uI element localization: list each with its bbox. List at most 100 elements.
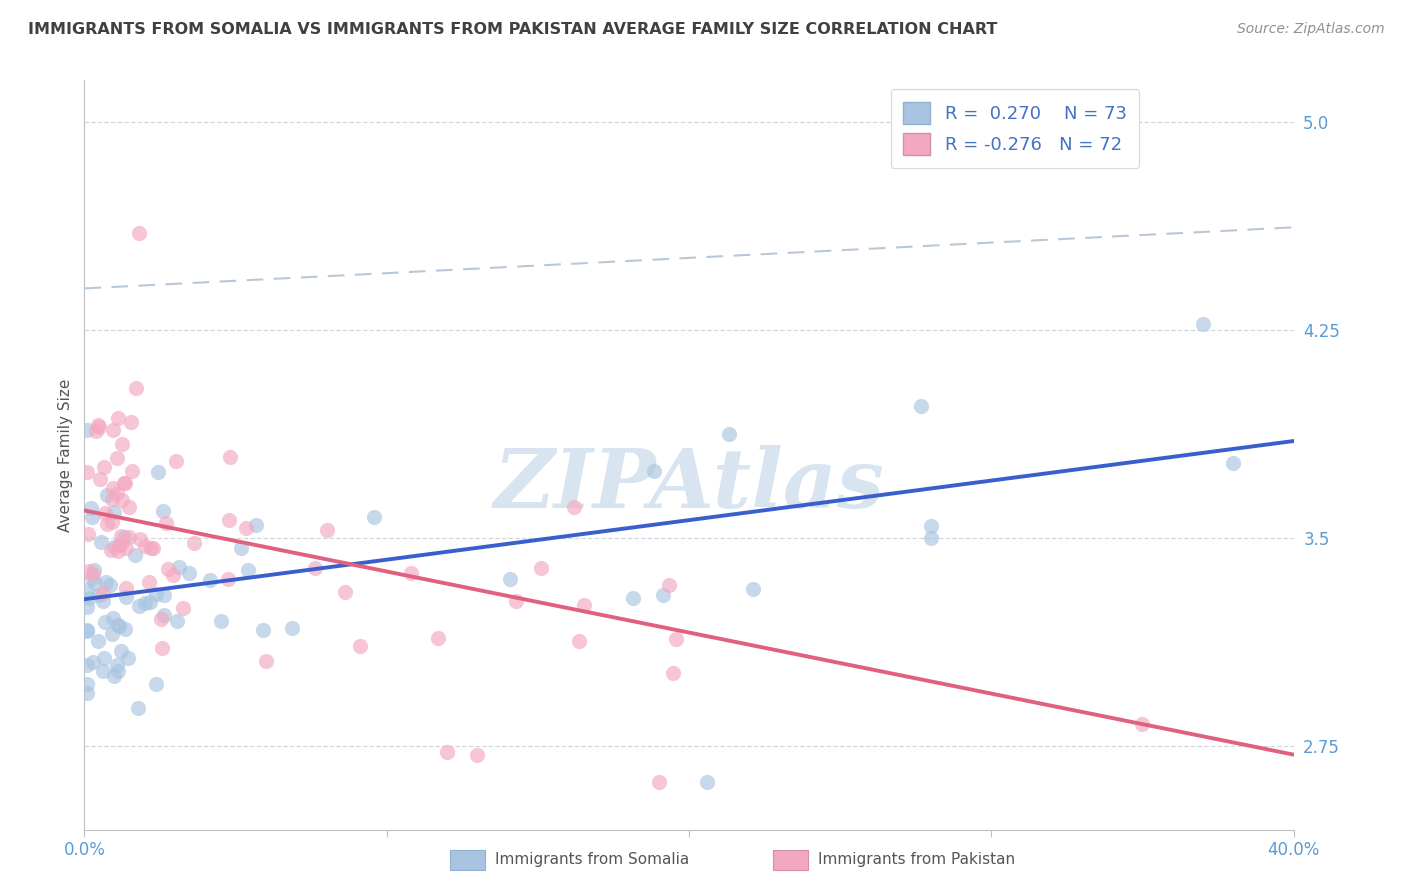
Point xyxy=(217,573,239,587)
Point xyxy=(108,619,131,633)
Point xyxy=(128,532,150,546)
Point xyxy=(134,595,156,609)
Point xyxy=(118,500,141,514)
Point xyxy=(103,423,125,437)
Point xyxy=(167,560,190,574)
Point xyxy=(499,572,522,586)
Point xyxy=(349,640,371,654)
Point xyxy=(150,612,173,626)
Point xyxy=(183,535,205,549)
Point xyxy=(127,701,149,715)
Point xyxy=(82,567,104,582)
Point xyxy=(76,423,98,437)
Point xyxy=(401,566,423,581)
Point xyxy=(84,575,107,590)
Point xyxy=(100,543,122,558)
Point xyxy=(89,588,111,602)
Point xyxy=(114,476,136,491)
Point xyxy=(128,226,150,240)
Point xyxy=(115,541,138,555)
Point xyxy=(76,465,98,479)
Point xyxy=(218,513,240,527)
Point xyxy=(107,543,129,558)
Point xyxy=(125,381,148,395)
Point xyxy=(505,594,527,608)
Point xyxy=(76,685,98,699)
Point xyxy=(643,464,665,478)
Point xyxy=(93,459,115,474)
Point xyxy=(105,657,128,672)
Point xyxy=(103,540,125,554)
Point xyxy=(162,567,184,582)
Point xyxy=(77,591,100,605)
Legend: R =  0.270    N = 73, R = -0.276   N = 72: R = 0.270 N = 73, R = -0.276 N = 72 xyxy=(890,89,1139,168)
Point xyxy=(80,500,103,515)
Point xyxy=(138,574,160,589)
Point xyxy=(105,485,128,500)
Point xyxy=(91,664,114,678)
Point xyxy=(166,614,188,628)
Point xyxy=(82,655,104,669)
Point xyxy=(145,587,167,601)
Point xyxy=(1222,456,1244,470)
Point xyxy=(467,747,489,762)
Point xyxy=(530,561,553,575)
Point xyxy=(1130,717,1153,731)
Point xyxy=(742,582,765,596)
Point xyxy=(572,598,595,612)
Point xyxy=(142,541,165,555)
Point xyxy=(120,415,142,429)
Point xyxy=(665,632,688,646)
Point xyxy=(110,492,132,507)
Point xyxy=(77,564,100,578)
Text: Source: ZipAtlas.com: Source: ZipAtlas.com xyxy=(1237,22,1385,37)
Point xyxy=(76,624,98,638)
Point xyxy=(427,632,450,646)
Point xyxy=(152,607,174,622)
Point xyxy=(94,575,117,590)
Point xyxy=(86,424,108,438)
Point xyxy=(87,418,110,433)
Point xyxy=(910,399,932,413)
Point xyxy=(363,509,385,524)
Point xyxy=(103,505,125,519)
Point xyxy=(114,530,136,544)
Point xyxy=(89,472,111,486)
Point xyxy=(112,475,135,490)
Point xyxy=(335,585,357,599)
Point xyxy=(101,491,124,506)
Point xyxy=(83,563,105,577)
Point xyxy=(103,668,125,682)
Point xyxy=(152,504,174,518)
Point xyxy=(87,633,110,648)
Point xyxy=(155,516,177,530)
Point xyxy=(98,578,121,592)
Point xyxy=(101,481,124,495)
Point xyxy=(436,745,458,759)
Point xyxy=(105,450,128,465)
Point xyxy=(141,541,163,555)
Point xyxy=(96,488,118,502)
Point xyxy=(920,531,942,545)
Point xyxy=(145,676,167,690)
Point xyxy=(245,517,267,532)
Point xyxy=(231,541,253,555)
Point xyxy=(101,515,124,529)
Point xyxy=(91,585,114,599)
Point xyxy=(128,599,150,613)
Point xyxy=(315,523,337,537)
Point xyxy=(107,664,129,678)
Point xyxy=(252,623,274,637)
Point xyxy=(82,571,104,585)
Point xyxy=(157,562,180,576)
Point xyxy=(718,427,741,442)
Point xyxy=(76,658,98,673)
Point xyxy=(209,614,232,628)
Text: ZIPAtlas: ZIPAtlas xyxy=(494,445,884,524)
Point xyxy=(110,529,132,543)
Point xyxy=(101,610,124,624)
Point xyxy=(254,654,277,668)
Point xyxy=(93,615,115,630)
Point xyxy=(115,590,138,604)
Point xyxy=(153,588,176,602)
